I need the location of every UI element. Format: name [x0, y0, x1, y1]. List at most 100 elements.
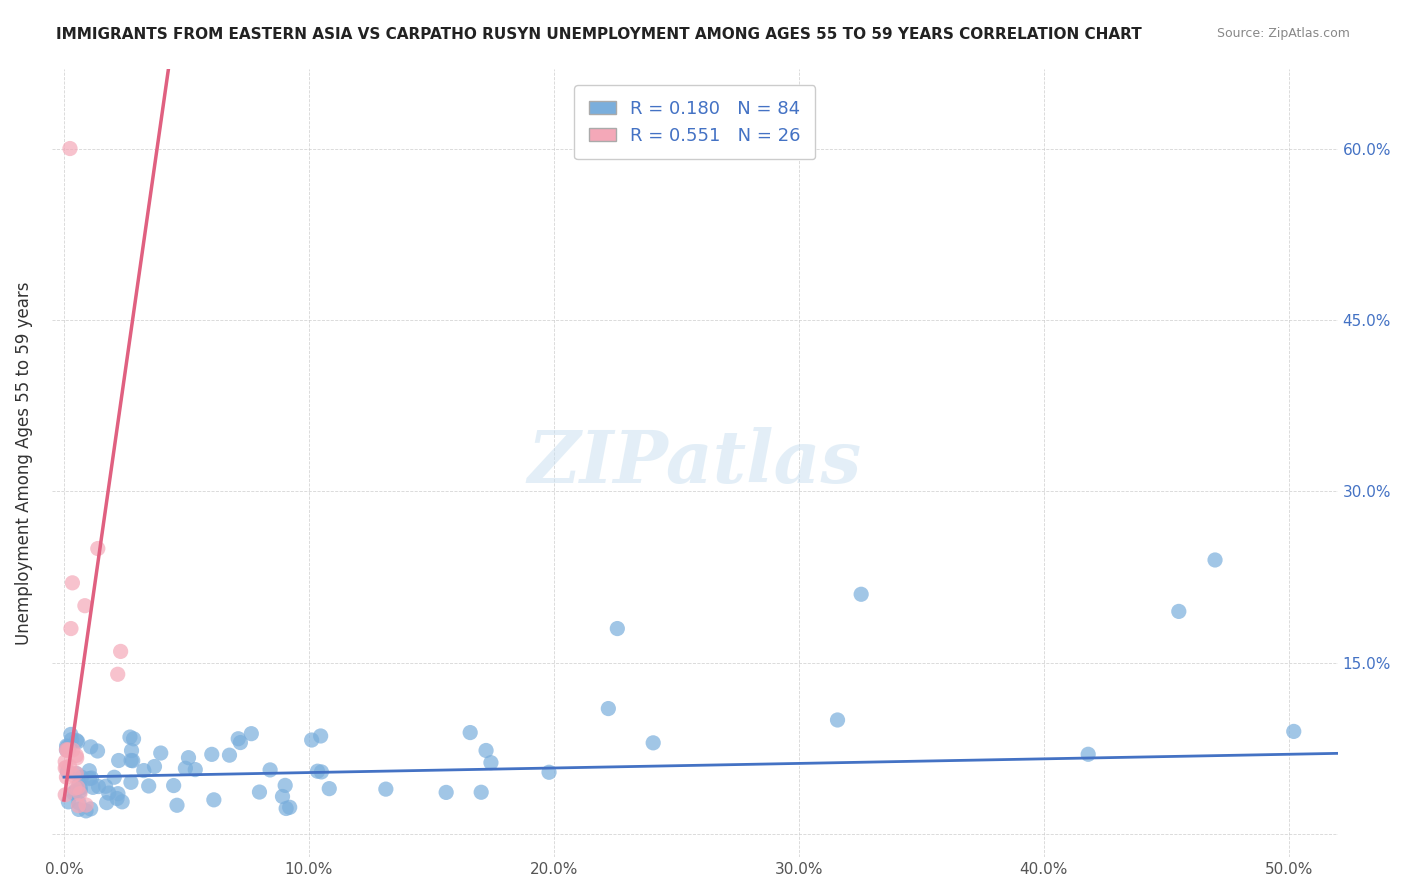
Point: [149, 746, 172, 760]
Point: [229, 735, 252, 749]
Point: [537, 765, 560, 780]
Point: [53, 755, 76, 769]
Point: [67, 777, 90, 791]
Point: [58, 740, 80, 755]
Point: [73, 599, 96, 613]
Point: [55, 742, 77, 756]
Text: Source: ZipAtlas.com: Source: ZipAtlas.com: [1216, 27, 1350, 40]
Legend: R = 0.180   N = 84, R = 0.551   N = 26: R = 0.180 N = 84, R = 0.551 N = 26: [574, 86, 815, 160]
Point: [434, 785, 457, 799]
Point: [311, 764, 333, 779]
Point: [105, 791, 128, 805]
Point: [87, 780, 110, 794]
Point: [120, 753, 142, 767]
Point: [479, 756, 502, 770]
Point: [62, 743, 84, 757]
Point: [87, 541, 110, 556]
Point: [66, 751, 89, 765]
Point: [75, 804, 97, 818]
Point: [132, 764, 155, 778]
Point: [69, 784, 91, 798]
Point: [65, 766, 87, 780]
Point: [80, 771, 103, 785]
Point: [80, 739, 103, 754]
Point: [201, 747, 224, 762]
Point: [70, 770, 93, 784]
Point: [66, 735, 89, 749]
Point: [55, 739, 77, 753]
Point: [82, 780, 104, 795]
Point: [470, 785, 492, 799]
Point: [94, 779, 117, 793]
Point: [59, 727, 82, 741]
Point: [107, 754, 129, 768]
Point: [103, 770, 125, 784]
Point: [67, 802, 90, 816]
Point: [271, 789, 294, 804]
Point: [138, 779, 160, 793]
Point: [66, 780, 89, 795]
Y-axis label: Unemployment Among Ages 55 to 59 years: Unemployment Among Ages 55 to 59 years: [15, 281, 32, 645]
Point: [274, 778, 297, 792]
Point: [110, 644, 132, 658]
Point: [62, 786, 84, 800]
Point: [1077, 747, 1099, 762]
Point: [79, 772, 101, 786]
Point: [55, 760, 77, 774]
Point: [218, 748, 240, 763]
Point: [1204, 553, 1226, 567]
Point: [79, 802, 101, 816]
Point: [118, 730, 141, 744]
Point: [111, 795, 134, 809]
Point: [249, 785, 271, 799]
Point: [56, 743, 79, 757]
Text: ZIPatlas: ZIPatlas: [527, 427, 862, 499]
Text: IMMIGRANTS FROM EASTERN ASIA VS CARPATHO RUSYN UNEMPLOYMENT AMONG AGES 55 TO 59 : IMMIGRANTS FROM EASTERN ASIA VS CARPATHO…: [56, 27, 1142, 42]
Point: [475, 743, 498, 757]
Point: [240, 727, 263, 741]
Point: [56, 764, 79, 779]
Point: [59, 622, 82, 636]
Point: [121, 754, 143, 768]
Point: [1167, 604, 1189, 618]
Point: [97, 786, 120, 800]
Point: [259, 763, 281, 777]
Point: [143, 759, 166, 773]
Point: [58, 795, 80, 809]
Point: [75, 798, 97, 813]
Point: [86, 744, 108, 758]
Point: [55, 770, 77, 784]
Point: [58, 743, 80, 757]
Point: [166, 798, 188, 813]
Point: [62, 768, 84, 782]
Point: [63, 781, 86, 796]
Point: [177, 750, 200, 764]
Point: [65, 748, 87, 763]
Point: [307, 764, 329, 779]
Point: [107, 787, 129, 801]
Point: [65, 766, 87, 780]
Point: [606, 622, 628, 636]
Point: [55, 743, 77, 757]
Point: [1282, 724, 1305, 739]
Point: [69, 781, 91, 796]
Point: [67, 798, 90, 813]
Point: [120, 775, 142, 789]
Point: [174, 761, 197, 775]
Point: [163, 779, 186, 793]
Point: [278, 800, 301, 814]
Point: [309, 729, 332, 743]
Point: [184, 763, 207, 777]
Point: [53, 761, 76, 775]
Point: [60, 732, 83, 747]
Point: [849, 587, 872, 601]
Point: [318, 781, 340, 796]
Point: [56, 739, 79, 754]
Point: [643, 736, 665, 750]
Point: [62, 575, 84, 590]
Point: [59, 759, 82, 773]
Point: [122, 731, 145, 746]
Point: [53, 788, 76, 802]
Point: [226, 731, 249, 746]
Point: [276, 801, 298, 815]
